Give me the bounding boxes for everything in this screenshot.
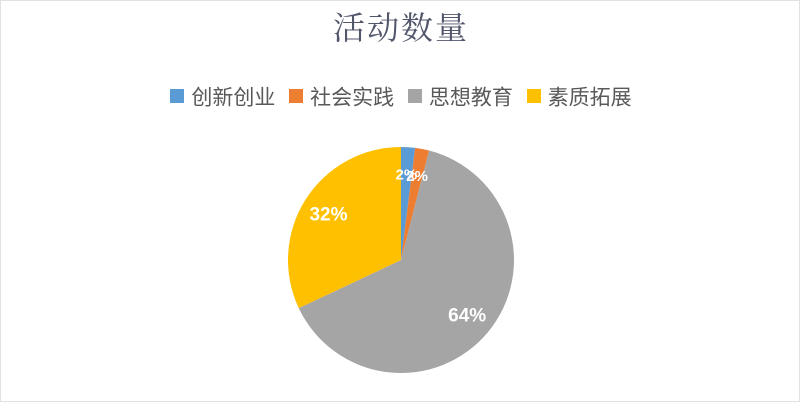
svg-text:32%: 32% [309,205,347,226]
svg-text:2%: 2% [406,168,428,185]
svg-text:64%: 64% [448,305,486,326]
